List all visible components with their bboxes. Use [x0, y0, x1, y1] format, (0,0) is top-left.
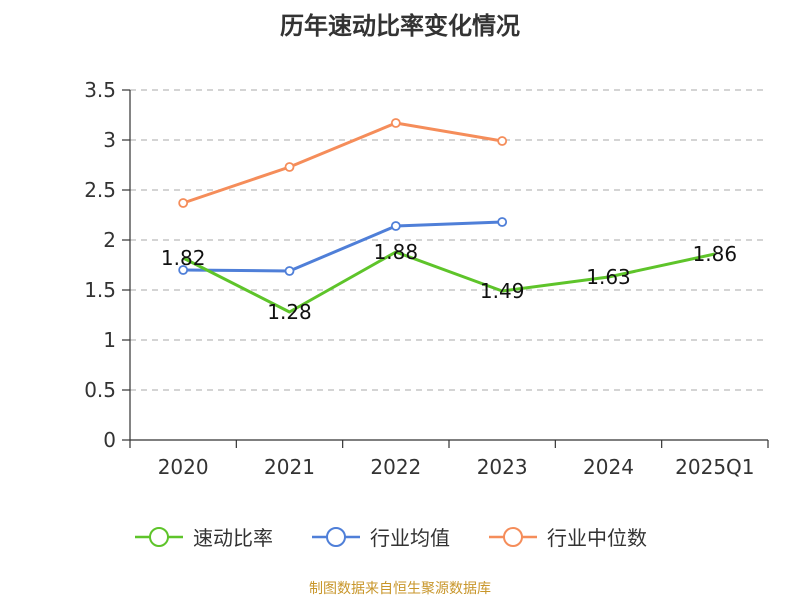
data-label: 1.88	[374, 240, 419, 264]
x-tick-label: 2022	[370, 455, 421, 479]
legend-label: 行业均值	[370, 526, 450, 550]
series-line	[182, 250, 716, 314]
y-tick-label: 2	[103, 228, 116, 252]
data-point	[390, 221, 401, 231]
data-point	[178, 265, 189, 275]
legend-label: 行业中位数	[547, 526, 647, 550]
x-tick-label: 2021	[264, 455, 315, 479]
x-tick-label: 2025Q1	[675, 455, 754, 479]
chart-title: 历年速动比率变化情况	[280, 12, 520, 40]
data-label: 1.28	[267, 300, 312, 324]
data-point	[284, 266, 295, 276]
data-point	[390, 118, 401, 128]
y-tick-label: 0	[103, 428, 116, 452]
data-point	[497, 217, 508, 227]
y-tick-label: 0.5	[84, 378, 116, 402]
y-tick-label: 1.5	[84, 278, 116, 302]
y-tick-label: 1	[103, 328, 116, 352]
data-label: 1.82	[161, 246, 206, 270]
series-line	[182, 121, 503, 205]
y-tick-label: 2.5	[84, 178, 116, 202]
data-point	[497, 136, 508, 146]
x-tick-label: 2020	[158, 455, 209, 479]
legend-marker	[326, 527, 346, 547]
y-tick-label: 3.5	[84, 78, 116, 102]
y-tick-label: 3	[103, 128, 116, 152]
x-tick-label: 2024	[583, 455, 634, 479]
data-label: 1.49	[480, 279, 525, 303]
series-line	[183, 220, 503, 273]
source-note: 制图数据来自恒生聚源数据库	[309, 581, 491, 597]
legend-label: 速动比率	[193, 526, 273, 550]
x-tick-label: 2023	[477, 455, 528, 479]
legend-marker	[503, 527, 523, 547]
data-label: 1.86	[693, 242, 738, 266]
data-point	[284, 162, 295, 172]
legend-marker	[149, 527, 169, 547]
data-label: 1.63	[586, 265, 631, 289]
data-point	[178, 198, 189, 208]
